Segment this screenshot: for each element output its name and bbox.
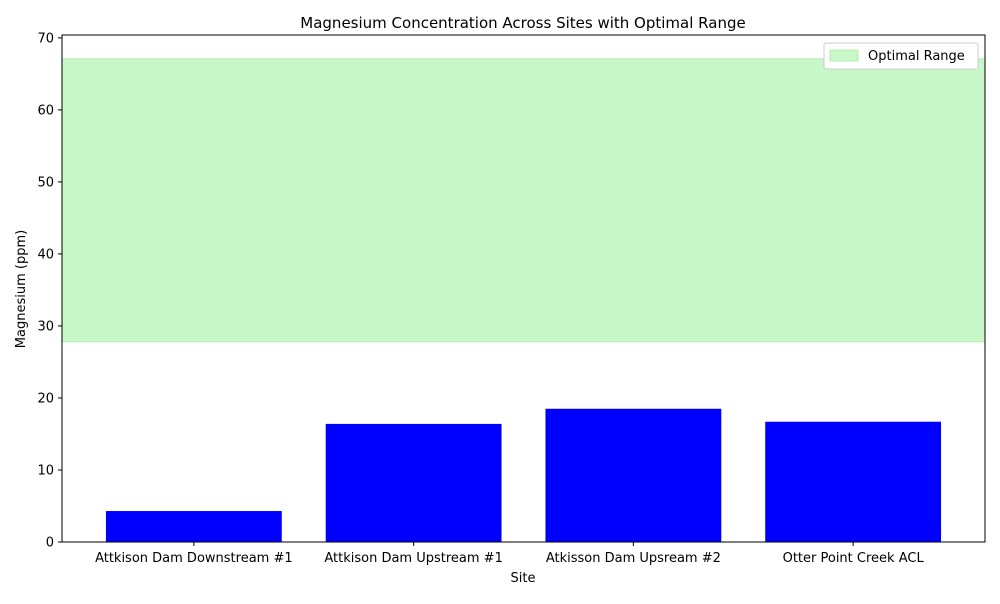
y-tick-label: 0 [46, 536, 54, 551]
x-tick-label: Attkison Dam Downstream #1 [95, 551, 293, 566]
bar-1 [105, 511, 282, 542]
y-tick-label: 70 [37, 31, 54, 46]
y-tick-label: 10 [37, 463, 54, 478]
bar-3 [545, 408, 722, 542]
band-layer [61, 58, 986, 343]
chart-title: Magnesium Concentration Across Sites wit… [300, 14, 745, 32]
legend-swatch-optimal-range [829, 49, 859, 62]
x-tick-label: Otter Point Creek ACL [783, 551, 925, 566]
legend: Optimal Range [823, 42, 979, 70]
optimal-range-band [61, 58, 986, 343]
axes-layer: 0 10 20 30 40 50 60 70 Attkison Dam Downstream #… [37, 31, 986, 566]
x-tick-label: Atkisson Dam Upsream #2 [546, 551, 721, 566]
bar-4 [765, 421, 942, 542]
y-tick-label: 30 [37, 319, 54, 334]
x-axis-label: Site [511, 571, 536, 586]
bar-layer [105, 408, 942, 542]
y-tick-label: 50 [37, 175, 54, 190]
y-tick-label: 40 [37, 247, 54, 262]
legend-label-optimal-range: Optimal Range [868, 49, 965, 64]
bar-2 [325, 423, 502, 542]
y-tick-label: 60 [37, 103, 54, 118]
x-tick-label: Attkison Dam Upstream #1 [324, 551, 503, 566]
y-axis-label: Magnesium (ppm) [14, 230, 29, 348]
legend-frame [823, 42, 979, 70]
y-tick-label: 20 [37, 391, 54, 406]
plot-frame [61, 34, 986, 543]
